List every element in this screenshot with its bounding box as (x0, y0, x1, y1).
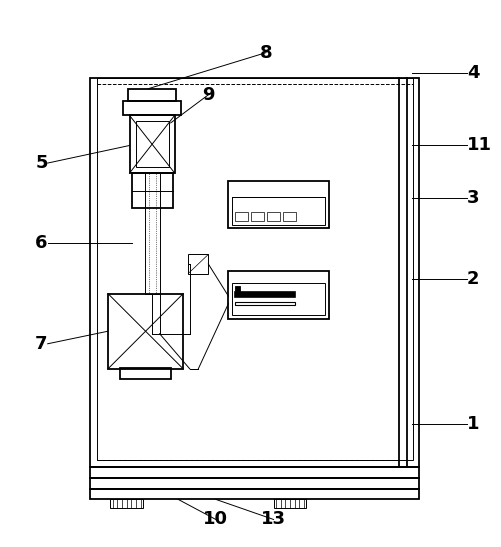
Bar (188, 254, 208, 274)
Bar (234, 292, 295, 297)
Bar (234, 286, 239, 291)
Bar (129, 115, 174, 173)
Bar (120, 368, 170, 379)
Bar (234, 301, 295, 305)
Bar (234, 212, 247, 221)
Bar (128, 89, 175, 101)
Text: 11: 11 (466, 137, 491, 154)
Text: 5: 5 (35, 154, 48, 172)
Bar (90, 467, 418, 478)
Bar (90, 78, 418, 467)
Text: 9: 9 (202, 86, 214, 104)
Bar (267, 212, 280, 221)
Text: 4: 4 (466, 63, 478, 82)
Bar (228, 181, 328, 228)
Bar (90, 489, 418, 499)
Text: 3: 3 (466, 189, 478, 207)
Text: 1: 1 (466, 415, 478, 433)
Bar (131, 173, 172, 208)
Text: 6: 6 (35, 234, 48, 252)
Bar (273, 499, 306, 508)
Bar (135, 121, 168, 167)
Text: 7: 7 (35, 335, 48, 353)
Text: 10: 10 (203, 510, 228, 528)
Text: 13: 13 (261, 510, 286, 528)
Text: 2: 2 (466, 270, 478, 288)
Bar (97, 78, 412, 460)
Bar (228, 271, 328, 319)
Bar (283, 212, 296, 221)
Bar (90, 478, 418, 489)
Bar (144, 173, 159, 294)
Bar (250, 212, 264, 221)
Bar (110, 499, 143, 508)
Bar (123, 101, 180, 115)
Text: 8: 8 (259, 44, 272, 62)
Bar (231, 197, 325, 225)
Bar (108, 294, 183, 369)
Bar (231, 283, 325, 315)
